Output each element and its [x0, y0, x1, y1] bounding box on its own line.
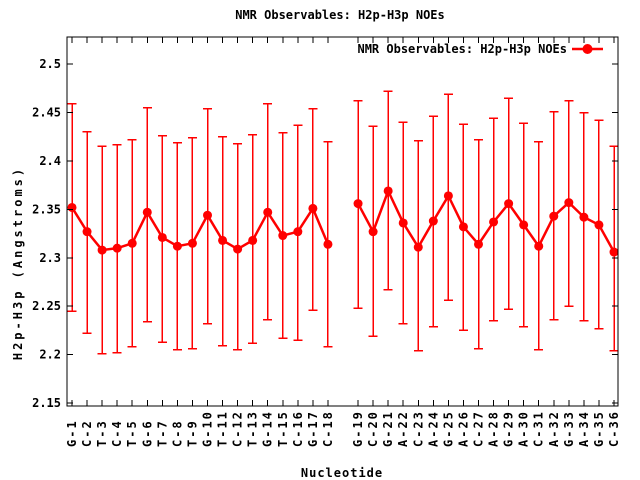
x-tick-label-C-18: C-18 — [321, 410, 335, 447]
series-line-segment-1 — [70, 205, 330, 252]
data-point-C-2 — [82, 227, 92, 237]
x-tick-label-G-35: G-35 — [592, 410, 606, 447]
data-point-T-13 — [248, 235, 258, 245]
x-tick-label-G-19: G-19 — [351, 410, 365, 447]
data-point-A-22 — [398, 218, 408, 228]
x-tick-label-A-24: A-24 — [426, 410, 440, 447]
plot-frame — [66, 36, 619, 407]
data-point-C-18 — [323, 239, 333, 249]
legend-marker-icon — [582, 44, 593, 54]
data-point-T-3 — [97, 245, 107, 255]
x-tick-label-G-14: G-14 — [261, 410, 275, 447]
x-tick-label-G-17: G-17 — [306, 410, 320, 447]
data-point-A-30 — [519, 220, 529, 230]
y-tick-label-2.4: 2.4 — [39, 154, 61, 168]
legend-line-sample — [572, 44, 603, 54]
x-tick-label-C-31: C-31 — [532, 410, 546, 447]
y-tick-label-2.35: 2.35 — [32, 202, 61, 216]
x-tick-label-A-30: A-30 — [517, 410, 531, 447]
data-point-A-28 — [489, 217, 499, 227]
data-point-C-4 — [112, 243, 122, 253]
plot-area: G-1 C-2 T-3 C-4 T-5 G-6 T-7 C-8 T-9 G-10 T-11 C-12 T… — [32, 36, 621, 447]
data-point-G-33 — [564, 198, 574, 208]
x-tick-label-T-3: T-3 — [95, 419, 109, 447]
x-tick-label-G-33: G-33 — [562, 410, 576, 447]
data-point-C-12 — [233, 244, 243, 254]
x-tick-label-C-2: C-2 — [80, 419, 94, 447]
data-point-G-10 — [203, 210, 212, 220]
x-tick-label-C-16: C-16 — [291, 410, 305, 447]
x-tick-label-C-8: C-8 — [170, 419, 184, 447]
data-point-A-32 — [549, 211, 559, 221]
data-point-G-1 — [67, 202, 77, 212]
data-point-T-15 — [278, 231, 288, 241]
x-tick-label-T-15: T-15 — [276, 410, 290, 447]
data-point-C-31 — [534, 241, 544, 251]
data-point-C-16 — [293, 227, 303, 237]
data-point-C-27 — [474, 239, 483, 249]
data-point-A-24 — [428, 216, 438, 226]
legend-label: NMR Observables: H2p-H3p NOEs — [357, 42, 567, 56]
x-tick-label-A-26: A-26 — [456, 410, 470, 447]
x-tick-label-T-5: T-5 — [125, 419, 139, 447]
x-tick-label-C-27: C-27 — [472, 410, 486, 447]
data-point-G-14 — [263, 207, 273, 217]
data-point-T-5 — [127, 238, 137, 248]
chart-title: NMR Observables: H2p-H3p NOEs — [235, 8, 445, 22]
data-point-G-35 — [594, 220, 604, 230]
data-point-C-20 — [368, 227, 378, 237]
data-point-C-8 — [172, 241, 182, 251]
data-point-A-26 — [458, 222, 468, 232]
x-axis-title: Nucleotide — [301, 466, 383, 480]
y-tick-label-2.45: 2.45 — [32, 106, 61, 120]
x-tick-label-G-10: G-10 — [201, 410, 215, 447]
x-tick-label-C-20: C-20 — [366, 410, 380, 447]
x-tick-label-C-36: C-36 — [607, 410, 621, 447]
data-point-G-29 — [504, 199, 514, 209]
y-tick-label-2.15: 2.15 — [32, 396, 61, 410]
data-point-G-21 — [383, 186, 393, 196]
x-tick-label-G-25: G-25 — [441, 410, 455, 447]
data-point-C-23 — [413, 242, 423, 252]
data-point-T-7 — [157, 232, 167, 242]
x-tick-label-C-23: C-23 — [411, 410, 425, 447]
data-point-T-9 — [187, 238, 197, 248]
y-tick-label-2.25: 2.25 — [32, 299, 61, 313]
x-tick-label-C-12: C-12 — [231, 410, 245, 447]
data-point-G-6 — [142, 207, 152, 217]
x-tick-label-G-29: G-29 — [502, 410, 516, 447]
x-tick-label-A-22: A-22 — [396, 410, 410, 447]
x-tick-label-T-13: T-13 — [246, 410, 260, 447]
x-tick-label-T-11: T-11 — [216, 410, 230, 447]
x-tick-label-G-1: G-1 — [65, 419, 79, 447]
x-tick-label-T-9: T-9 — [185, 419, 199, 447]
y-tick-label-2.5: 2.5 — [39, 57, 61, 71]
y-axis-title: H2p-H3p (Angstroms) — [11, 166, 25, 360]
x-tick-label-A-32: A-32 — [547, 410, 561, 447]
y-tick-label-2.2: 2.2 — [39, 348, 61, 362]
data-point-G-25 — [443, 191, 453, 201]
x-tick-label-C-4: C-4 — [110, 419, 124, 447]
data-point-G-17 — [308, 203, 318, 213]
data-point-A-34 — [579, 212, 589, 222]
x-tick-label-A-28: A-28 — [487, 410, 501, 447]
data-point-G-19 — [353, 199, 363, 209]
x-tick-label-A-34: A-34 — [577, 410, 591, 447]
x-tick-label-T-7: T-7 — [155, 419, 169, 447]
y-tick-label-2.3: 2.3 — [39, 251, 61, 265]
data-point-C-36 — [609, 247, 619, 257]
data-point-T-11 — [218, 235, 228, 245]
x-tick-label-G-6: G-6 — [140, 419, 154, 447]
x-tick-label-G-21: G-21 — [381, 410, 395, 447]
series-line-segment-2 — [356, 187, 616, 253]
